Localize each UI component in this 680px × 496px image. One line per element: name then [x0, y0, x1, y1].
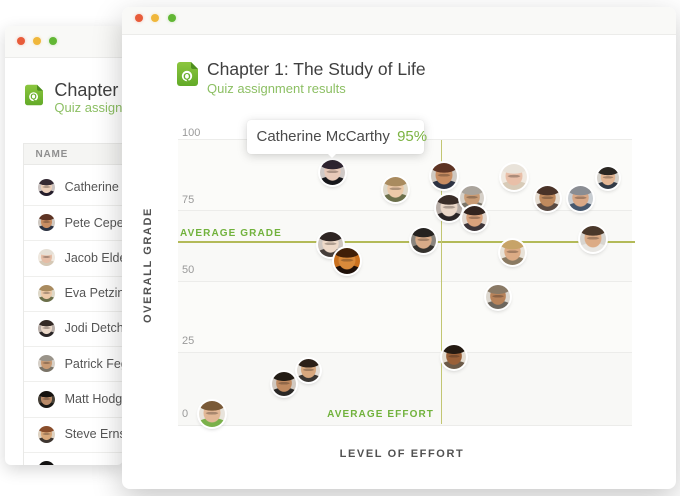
svg-text:Q: Q [183, 72, 190, 83]
svg-text:Q: Q [31, 92, 37, 101]
